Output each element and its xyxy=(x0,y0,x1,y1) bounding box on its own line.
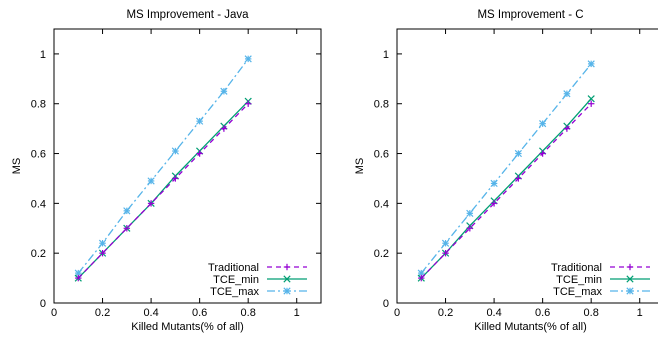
data-point xyxy=(75,274,82,282)
data-point xyxy=(147,177,155,185)
series-line xyxy=(420,103,592,279)
y-tick-label: 1 xyxy=(40,49,46,61)
series-tce-max xyxy=(417,60,595,277)
y-tick-label: 0.8 xyxy=(374,99,389,111)
data-point xyxy=(490,179,498,188)
y-tick-label: 0.2 xyxy=(31,248,46,260)
x-axis-title: Killed Mutants(% of all) xyxy=(474,321,587,333)
data-point xyxy=(587,60,595,68)
series-line xyxy=(420,63,592,274)
data-point xyxy=(514,149,522,158)
data-point xyxy=(98,239,107,247)
y-tick-label: 0.4 xyxy=(374,198,389,210)
plot-frame xyxy=(396,28,658,304)
data-point xyxy=(172,175,179,182)
data-point xyxy=(220,125,228,132)
legend-entry: TCE_max xyxy=(553,286,650,298)
data-point xyxy=(442,249,449,257)
legend-swatch-marker xyxy=(626,287,634,295)
data-point xyxy=(123,225,131,232)
legend-swatch-marker xyxy=(626,275,634,283)
legend-label: TCE_max xyxy=(553,286,602,298)
x-tick-label: 0.8 xyxy=(241,307,256,319)
legend-entry: TCE_min xyxy=(213,274,307,286)
plot-frame xyxy=(53,28,322,304)
series-tce-max xyxy=(74,55,252,277)
data-point xyxy=(123,207,131,215)
data-point xyxy=(196,117,204,125)
legend-entry: TCE_min xyxy=(556,274,650,286)
data-point xyxy=(515,175,522,182)
legend-label: Traditional xyxy=(208,262,259,274)
legend-label: Traditional xyxy=(551,262,602,274)
x-tick-label: 0.6 xyxy=(192,307,207,319)
series-line xyxy=(77,103,249,279)
data-point xyxy=(171,147,179,155)
y-tick-label: 0.8 xyxy=(31,99,46,111)
data-point xyxy=(220,87,228,95)
x-tick-label: 0.4 xyxy=(143,307,158,319)
data-point xyxy=(587,100,595,107)
series-tce-min xyxy=(74,97,252,282)
x-tick-label: 0.8 xyxy=(584,307,599,319)
y-tick-label: 0.6 xyxy=(374,149,389,161)
data-point xyxy=(99,249,106,257)
x-axis-title: Killed Mutants(% of all) xyxy=(131,321,244,333)
data-point xyxy=(196,150,203,157)
y-tick-label: 1 xyxy=(383,49,389,61)
data-point xyxy=(587,95,595,103)
c-chart-panel: MS Improvement - C 0 0.2 0.4 0.6 0.8 1 0 0.2 0.4 0… xyxy=(354,9,658,333)
java-chart-panel: MS Improvement - Java 0 0.2 0.4 0.6 0.8 1 0 0.2 0… xyxy=(11,9,322,333)
x-tick-label: 0 xyxy=(394,307,400,319)
x-tick-label: 0.2 xyxy=(95,307,110,319)
data-point xyxy=(563,90,571,98)
data-point xyxy=(490,200,498,207)
legend-swatch-marker xyxy=(283,263,291,271)
legend-entry: Traditional xyxy=(208,262,307,274)
legend-label: TCE_max xyxy=(210,286,259,298)
data-point xyxy=(418,274,425,282)
chart-title: MS Improvement - Java xyxy=(126,9,249,21)
y-tick-label: 0.2 xyxy=(374,248,389,260)
series-line xyxy=(77,58,249,274)
x-tick-label: 0.4 xyxy=(486,307,501,319)
series-traditional xyxy=(418,100,595,282)
y-tick-label: 0 xyxy=(40,298,46,310)
data-point xyxy=(441,239,450,247)
x-tick-label: 0 xyxy=(51,307,57,319)
data-point xyxy=(244,55,252,63)
legend-entry: Traditional xyxy=(551,262,650,274)
x-tick-label: 1 xyxy=(637,307,643,319)
x-tick-label: 0.6 xyxy=(535,307,550,319)
y-axis-title: MS xyxy=(11,158,23,175)
legend-swatch-marker xyxy=(626,263,634,271)
y-tick-label: 0.4 xyxy=(31,198,46,210)
series-traditional xyxy=(75,100,252,282)
legend-swatch-marker xyxy=(283,275,291,283)
legend-entry: TCE_max xyxy=(210,286,307,298)
legend-label: TCE_min xyxy=(556,274,602,286)
data-point xyxy=(466,209,474,217)
data-point xyxy=(539,150,546,157)
x-tick-label: 0.2 xyxy=(438,307,453,319)
data-point xyxy=(244,100,252,107)
chart-title: MS Improvement - C xyxy=(477,9,583,21)
y-axis-title: MS xyxy=(354,158,366,175)
legend-label: TCE_min xyxy=(213,274,259,286)
data-point xyxy=(539,120,547,128)
data-point xyxy=(147,200,155,207)
legend-swatch-marker xyxy=(283,287,291,295)
y-tick-label: 0.6 xyxy=(31,149,46,161)
y-tick-label: 0 xyxy=(383,298,389,310)
x-tick-label: 1 xyxy=(294,307,300,319)
data-point xyxy=(466,225,474,232)
data-point xyxy=(563,125,571,132)
